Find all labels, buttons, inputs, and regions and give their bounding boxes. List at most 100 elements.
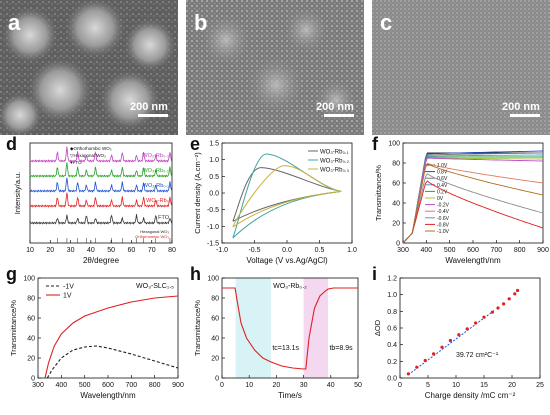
x-tick-label: 300: [32, 382, 44, 389]
scale-bar-a: 200 nm: [130, 101, 168, 113]
x-tick-label: 300: [397, 247, 409, 254]
plot-frame: [37, 277, 179, 379]
data-point: [448, 338, 452, 343]
legend-entry: -0.4V: [437, 209, 450, 215]
x-tick-label: 5: [426, 382, 430, 389]
panel-label-c: c: [380, 10, 392, 35]
cv-chart: -1.0 -0.5 0.0 0.5 1.0-1.5-1.0-0.50.00.51.01.…: [193, 141, 357, 266]
trans-series-9: [402, 180, 544, 244]
y-tick-label: 1.0: [387, 292, 397, 299]
legend-entry: 0.8V: [437, 170, 448, 176]
data-point: [415, 365, 419, 369]
coloring-region: [235, 278, 271, 378]
series-1: [44, 295, 179, 379]
y-tick-label: 40: [27, 336, 35, 343]
xrd-chart: 10 20 30 40 50 60 70 80 2θ/degree Intensity/a.u. ◆…: [13, 142, 176, 265]
data-point: [513, 292, 517, 296]
legend-entry: 0.4V: [437, 183, 448, 189]
x-tick-label: 1.0: [347, 247, 357, 254]
y-tick-label: 0: [31, 376, 35, 383]
data-point: [516, 288, 520, 293]
y-tick-label: 100: [207, 276, 219, 283]
y-axis-label: Current density (A.cm⁻²): [193, 152, 202, 234]
y-tick-label: 1.5: [209, 141, 219, 148]
panel-label-h: h: [190, 264, 201, 284]
legend-entry: WO₃-Rb₀.₂: [320, 159, 350, 165]
x-tick-label: 900: [172, 382, 184, 389]
series-label: WO₃-Rb₀.₁: [143, 183, 169, 189]
legend-entry: ◆Orthorhombic WO₃: [70, 146, 112, 151]
legend-entry: WO₃-Rb₀.₃: [320, 168, 350, 174]
x-tick-label: 500: [444, 247, 456, 254]
x-tick-label: 10: [452, 382, 460, 389]
x-tick-label: 700: [125, 382, 137, 389]
xrd-series-0: [29, 146, 173, 163]
x-tick-label: 600: [102, 382, 114, 389]
panel-label-d: d: [6, 134, 17, 154]
cv-series-2: [232, 165, 342, 228]
y-tick-label: 40: [392, 201, 400, 208]
chart-title: WO₃-Rb₀.₂: [273, 283, 307, 290]
y-tick-label: 60: [211, 316, 219, 323]
y-tick-label: 20: [211, 356, 219, 363]
legend-entry: WO₃-Rb₀.₁: [320, 150, 349, 156]
x-tick-label: 800: [149, 382, 161, 389]
xrd-series-4: [29, 214, 173, 225]
x-axis-label: Charge density /mC cm⁻²: [425, 391, 516, 400]
x-tick-label: 800: [514, 247, 526, 254]
trans-series-6: [402, 157, 543, 244]
y-tick-label: 0.0: [387, 376, 397, 383]
y-tick-label: 0.6: [387, 326, 397, 333]
legend-entry: ♥FTO: [70, 160, 82, 165]
x-tick-label: 0.5: [315, 247, 325, 254]
x-tick-label: 15: [480, 382, 488, 389]
data-point: [406, 372, 410, 376]
x-tick-label: 50: [107, 247, 115, 254]
data-point: [432, 352, 436, 356]
reference-label: Hexagonal WO₃: [140, 229, 169, 234]
y-tick-label: 1.2: [387, 276, 397, 283]
scale-bar-b: 200 nm: [316, 101, 354, 113]
y-tick-label: 100: [23, 276, 35, 283]
reference-label: Orthorhombic WO₃: [135, 234, 169, 239]
x-axis-label: Time/s: [278, 391, 302, 400]
x-tick-label: 80: [168, 247, 176, 254]
legend-entry: -0.6V: [437, 216, 450, 222]
y-tick-label: 0.8: [387, 309, 397, 316]
trans-series-8: [402, 173, 544, 244]
y-tick-label: 0.0: [209, 191, 219, 198]
y-tick-label: 0.2: [387, 359, 397, 366]
series-label: WO₃-Rb₀.₂: [142, 168, 169, 174]
panel-label-e: e: [190, 134, 200, 154]
y-tick-label: -1.5: [207, 241, 219, 248]
y-tick-label: 0: [396, 241, 400, 248]
x-tick-label: 60: [128, 247, 136, 254]
x-axis-label: Wavelength/nm: [445, 256, 501, 265]
x-axis-label: 2θ/degree: [83, 256, 120, 265]
legend-entry: ▽Hexagonal WO₃: [70, 153, 106, 158]
y-tick-label: 0.4: [387, 342, 397, 349]
scale-bar-c: 200 nm: [502, 101, 540, 113]
panel-label-i: i: [372, 264, 377, 284]
transmittance-slc-chart: 300 400 500 600 700 800 900 0 20 40 60 80 100 Wavelen…: [9, 276, 184, 401]
y-axis-label: Transmittance/%: [9, 300, 18, 356]
x-tick-label: -0.5: [248, 247, 260, 254]
panel-label-f: f: [372, 134, 379, 154]
y-axis-label: ΔOD: [373, 319, 382, 336]
data-point: [490, 310, 494, 314]
coloration-efficiency-chart: 0 5 10 15 20 25 0.0 0.2 0.4 0.6 0.8 1.0 1.2 Charge de…: [373, 276, 544, 401]
y-axis-label: Intensity/a.u.: [13, 172, 22, 215]
y-tick-label: 60: [27, 316, 35, 323]
annotation-efficiency: 39.72 cm²C⁻¹: [456, 352, 499, 359]
legend-entry: 1.0V: [437, 163, 448, 169]
plot-frame: [221, 277, 359, 379]
x-tick-label: 900: [537, 247, 549, 254]
x-axis-label: Voltage (V vs.Ag/AgCl): [246, 256, 328, 265]
data-point: [502, 302, 506, 306]
plot-frame: [402, 142, 544, 244]
x-tick-label: 40: [327, 382, 335, 389]
cv-series-0: [232, 167, 342, 222]
y-tick-label: 100: [388, 141, 400, 148]
legend-entry: -1V: [63, 284, 74, 291]
